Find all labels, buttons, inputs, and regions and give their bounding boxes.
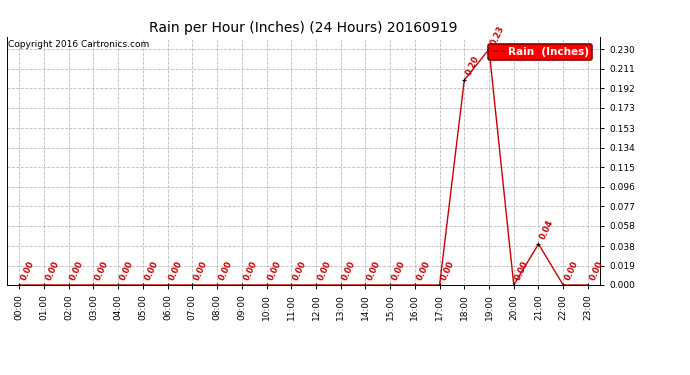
Text: 0.00: 0.00 (316, 260, 333, 282)
Text: 0.00: 0.00 (168, 260, 184, 282)
Text: 0.23: 0.23 (489, 24, 506, 46)
Text: 0.00: 0.00 (217, 260, 234, 282)
Text: 0.00: 0.00 (19, 260, 36, 282)
Text: 0.00: 0.00 (69, 260, 86, 282)
Text: 0.00: 0.00 (440, 260, 456, 282)
Text: 0.00: 0.00 (241, 260, 259, 282)
Text: 0.00: 0.00 (193, 260, 209, 282)
Text: 0.00: 0.00 (93, 260, 110, 282)
Text: 0.04: 0.04 (538, 219, 555, 241)
Text: 0.00: 0.00 (366, 260, 382, 282)
Text: 0.00: 0.00 (118, 260, 135, 282)
Text: 0.20: 0.20 (464, 55, 481, 77)
Text: 0.00: 0.00 (563, 260, 580, 282)
Text: 0.00: 0.00 (390, 260, 407, 282)
Legend: Rain  (Inches): Rain (Inches) (489, 44, 592, 60)
Text: 0.00: 0.00 (291, 260, 308, 282)
Text: 0.00: 0.00 (588, 260, 604, 282)
Text: 0.00: 0.00 (44, 260, 61, 282)
Title: Rain per Hour (Inches) (24 Hours) 20160919: Rain per Hour (Inches) (24 Hours) 201609… (149, 21, 458, 35)
Text: 0.00: 0.00 (514, 260, 531, 282)
Text: 0.00: 0.00 (415, 260, 432, 282)
Text: 0.00: 0.00 (341, 260, 357, 282)
Text: 0.00: 0.00 (266, 260, 284, 282)
Text: Copyright 2016 Cartronics.com: Copyright 2016 Cartronics.com (8, 40, 149, 49)
Text: 0.00: 0.00 (143, 260, 159, 282)
